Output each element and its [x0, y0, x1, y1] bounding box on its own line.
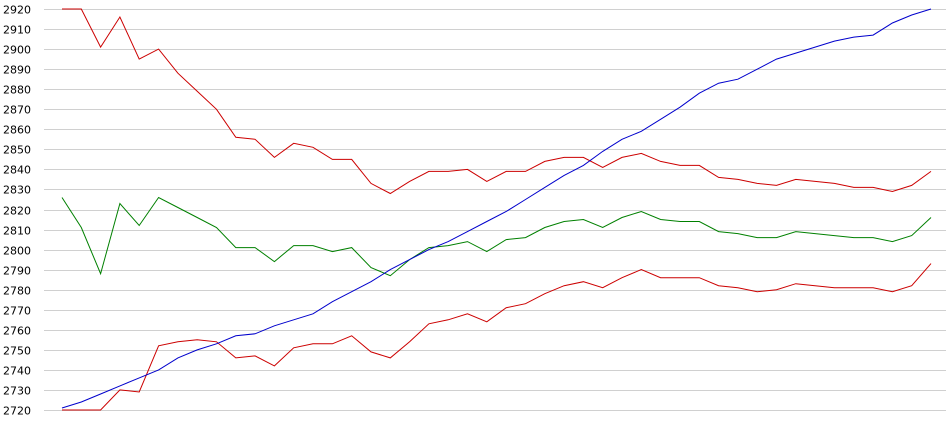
y-tick-label: 2780 [3, 285, 31, 298]
y-tick-label: 2890 [3, 64, 31, 77]
y-tick-label: 2860 [3, 124, 31, 137]
grid-layer [44, 9, 946, 411]
y-tick-label: 2720 [3, 405, 31, 418]
series-line-3 [62, 263, 932, 411]
y-tick-label: 2840 [3, 164, 31, 177]
y-tick-label: 2740 [3, 365, 31, 378]
series-line-1 [62, 8, 932, 195]
y-tick-label: 2820 [3, 205, 31, 218]
series-line-4 [61, 8, 932, 409]
y-axis-ticks: 2720 2730 2740 2750 2760 2770 2780 2790 2800 2810… [3, 4, 31, 418]
y-tick-label: 2920 [3, 4, 31, 17]
y-tick-label: 2730 [3, 385, 31, 398]
series-layer [61, 8, 932, 411]
y-tick-label: 2900 [3, 44, 31, 57]
y-tick-label: 2790 [3, 265, 31, 278]
y-tick-label: 2800 [3, 245, 31, 258]
series-line-2 [61, 196, 932, 277]
y-tick-label: 2880 [3, 84, 31, 97]
y-tick-label: 2810 [3, 225, 31, 238]
y-tick-label: 2770 [3, 305, 31, 318]
y-tick-label: 2910 [3, 24, 31, 37]
y-tick-label: 2750 [3, 345, 31, 358]
y-tick-label: 2830 [3, 184, 31, 197]
y-tick-label: 2870 [3, 104, 31, 117]
y-tick-label: 2760 [3, 325, 31, 338]
y-tick-label: 2850 [3, 144, 31, 157]
